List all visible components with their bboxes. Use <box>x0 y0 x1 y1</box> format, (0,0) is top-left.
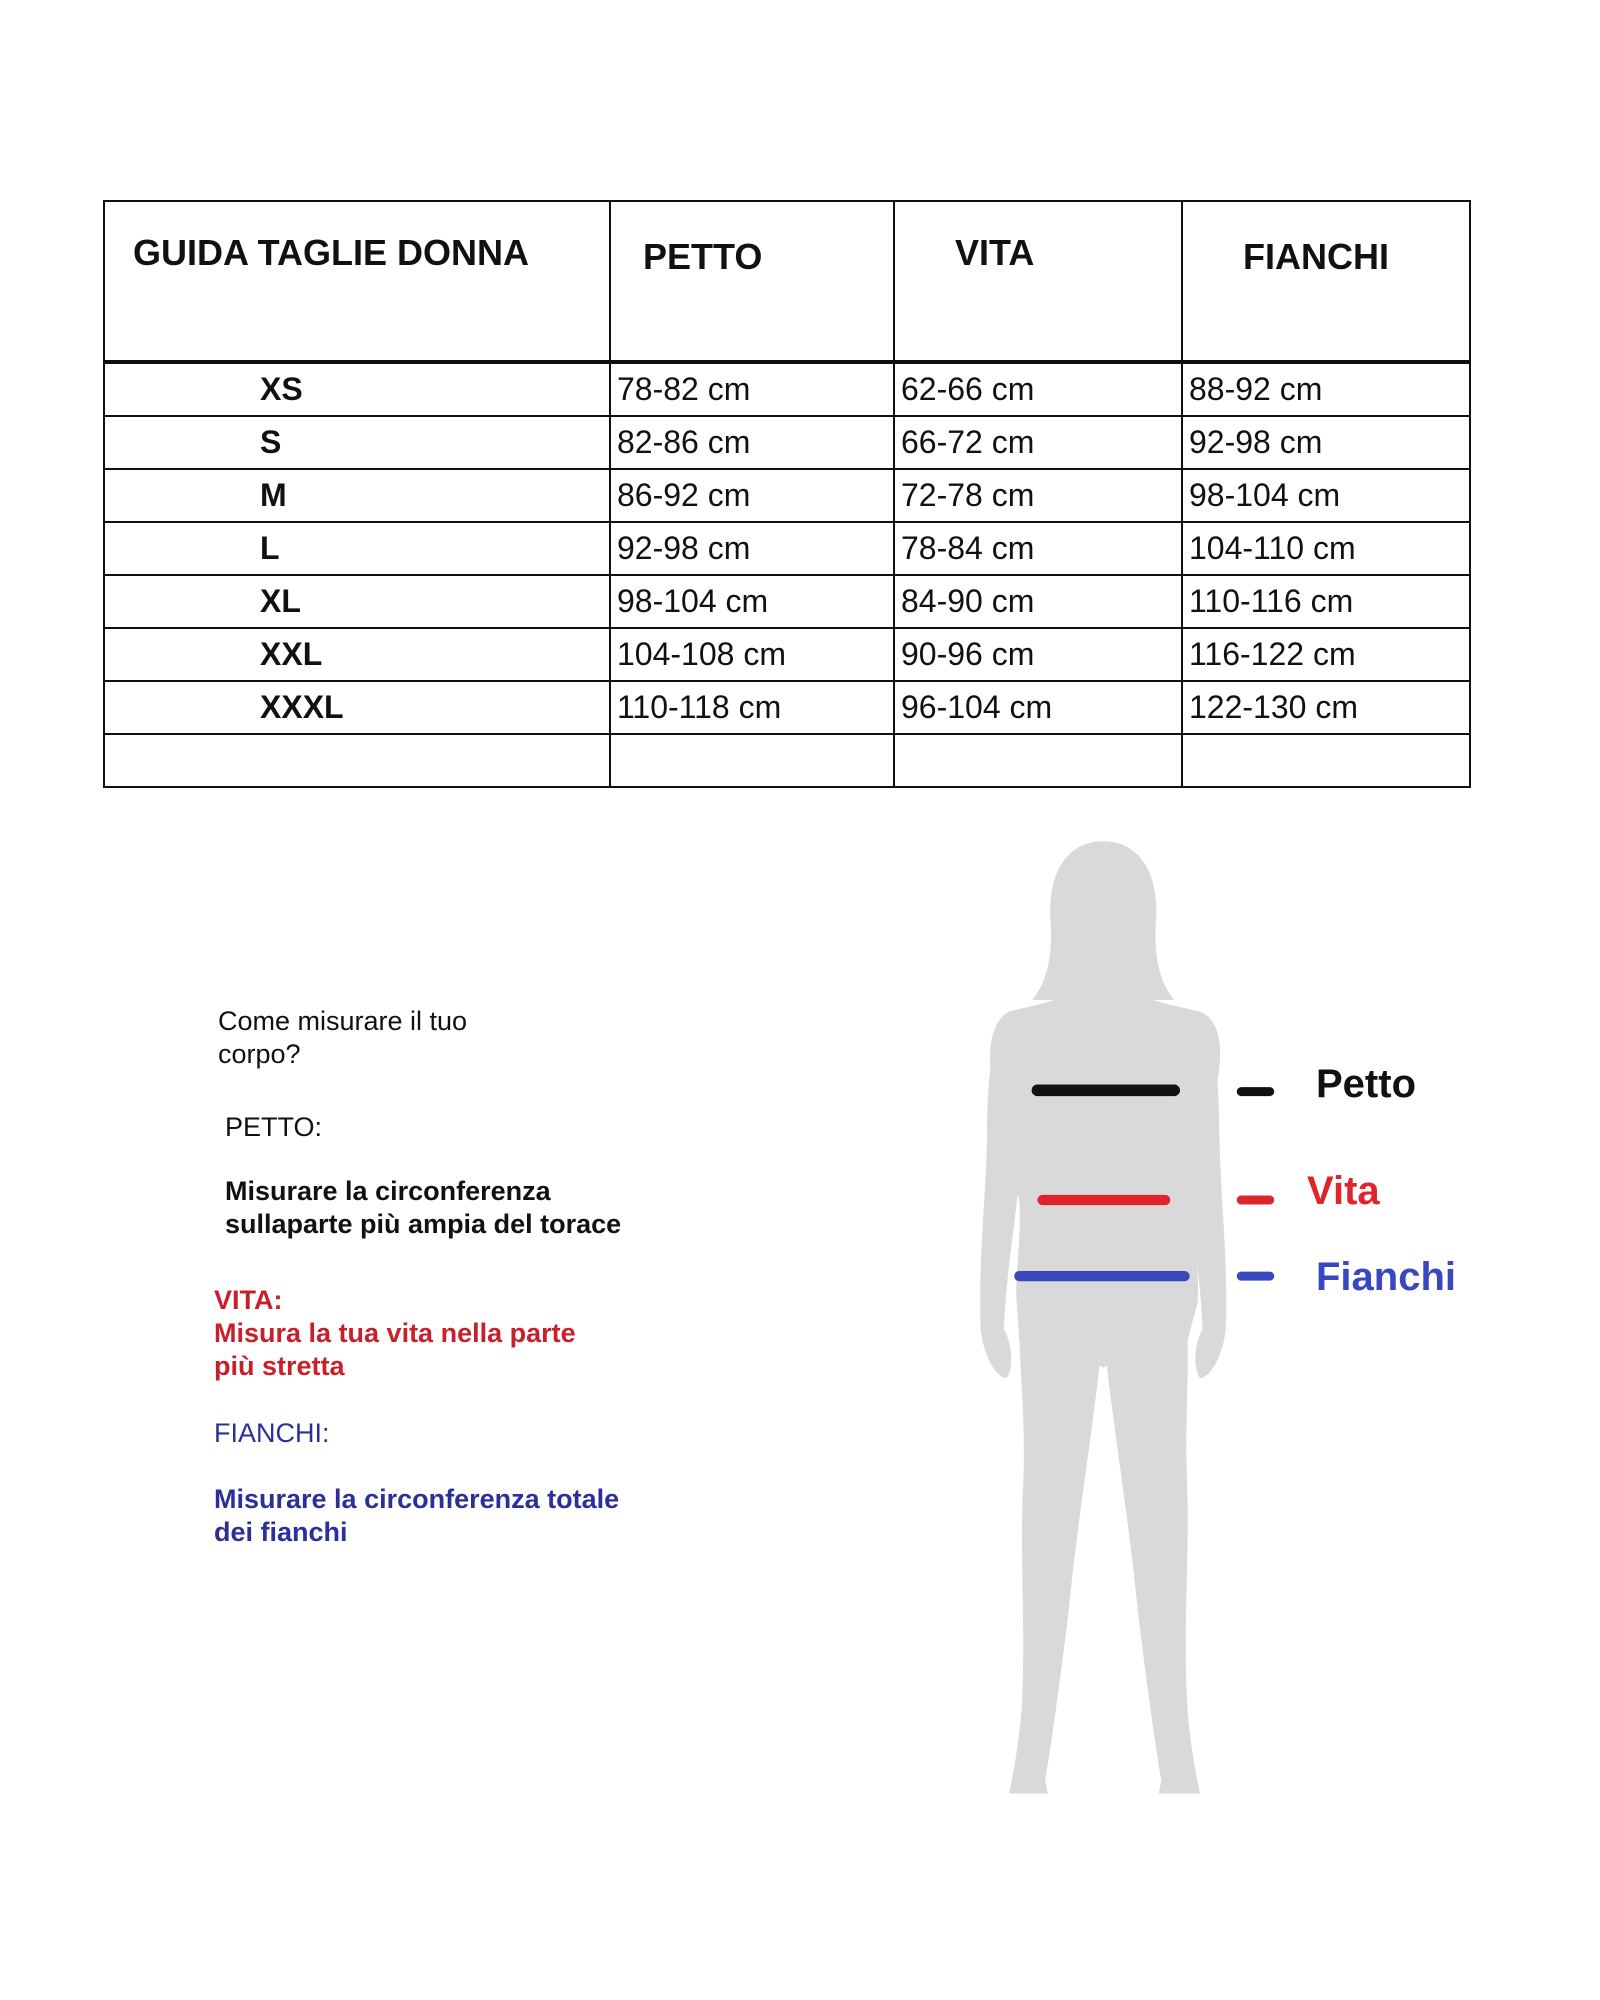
petto-cell: 78-82 cm <box>609 361 895 417</box>
right-arm <box>1167 1014 1227 1379</box>
table-header-row: GUIDA TAGLIE DONNA PETTO VITA FIANCHI <box>103 200 1471 364</box>
legend-fianchi: Fianchi <box>1316 1255 1457 1299</box>
description-line: più stretta <box>214 1351 345 1381</box>
title-line: Come misurare il tuo <box>218 1006 468 1036</box>
header-guide: GUIDA TAGLIE DONNA <box>103 200 611 364</box>
petto-heading: PETTO: <box>225 1112 323 1142</box>
petto-cell: 98-104 cm <box>609 574 895 629</box>
size-cell: XS <box>103 361 611 417</box>
size-table: GUIDA TAGLIE DONNA PETTO VITA FIANCHI XS… <box>103 200 1471 788</box>
fianchi-cell: 122-130 cm <box>1181 680 1471 735</box>
size-cell: XXXL <box>103 680 611 735</box>
description-line: Misura la tua vita nella parte <box>214 1318 576 1348</box>
left-leg <box>1009 1329 1104 1794</box>
legend-vita: Vita <box>1307 1169 1380 1213</box>
table-row: L 92-98 cm 78-84 cm 104-110 cm <box>103 521 1471 576</box>
right-leg <box>1103 1329 1200 1794</box>
vita-cell: 84-90 cm <box>893 574 1183 629</box>
size-cell: L <box>103 521 611 576</box>
fianchi-description: Misurare la circonferenza totale dei fia… <box>214 1483 619 1549</box>
fianchi-cell: 98-104 cm <box>1181 468 1471 523</box>
petto-cell: 104-108 cm <box>609 627 895 682</box>
vita-cell: 72-78 cm <box>893 468 1183 523</box>
title-line: corpo? <box>218 1039 301 1069</box>
legend-petto: Petto <box>1316 1062 1416 1106</box>
vita-cell: 90-96 cm <box>893 627 1183 682</box>
empty-cell <box>103 733 611 788</box>
petto-description: Misurare la circonferenza sullaparte più… <box>225 1175 621 1241</box>
description-line: sullaparte più ampia del torace <box>225 1209 622 1239</box>
description-line: dei fianchi <box>214 1517 348 1547</box>
table-row: S 82-86 cm 66-72 cm 92-98 cm <box>103 415 1471 470</box>
table-row: XS 78-82 cm 62-66 cm 88-92 cm <box>103 361 1471 417</box>
header-fianchi: FIANCHI <box>1181 200 1471 364</box>
vita-cell: 78-84 cm <box>893 521 1183 576</box>
petto-cell: 82-86 cm <box>609 415 895 470</box>
instructions-title: Come misurare il tuo corpo? <box>218 1005 467 1071</box>
vita-cell: 62-66 cm <box>893 361 1183 417</box>
table-row: XL 98-104 cm 84-90 cm 110-116 cm <box>103 574 1471 629</box>
header-vita: VITA <box>893 200 1183 364</box>
fianchi-heading: FIANCHI: <box>214 1418 330 1448</box>
empty-cell <box>609 733 895 788</box>
header-petto: PETTO <box>609 200 895 364</box>
empty-cell <box>893 733 1183 788</box>
vita-section: VITA: Misura la tua vita nella parte più… <box>214 1284 576 1383</box>
petto-cell: 92-98 cm <box>609 521 895 576</box>
size-cell: XL <box>103 574 611 629</box>
description-line: Misurare la circonferenza <box>225 1176 551 1206</box>
vita-cell: 96-104 cm <box>893 680 1183 735</box>
vita-heading: VITA: <box>214 1285 283 1315</box>
petto-cell: 110-118 cm <box>609 680 895 735</box>
petto-cell: 86-92 cm <box>609 468 895 523</box>
fianchi-cell: 104-110 cm <box>1181 521 1471 576</box>
table-row: XXXL 110-118 cm 96-104 cm 122-130 cm <box>103 680 1471 735</box>
empty-table-row <box>103 733 1471 788</box>
fianchi-cell: 88-92 cm <box>1181 361 1471 417</box>
size-cell: S <box>103 415 611 470</box>
left-arm <box>980 1014 1039 1379</box>
fianchi-cell: 92-98 cm <box>1181 415 1471 470</box>
empty-cell <box>1181 733 1471 788</box>
silhouette <box>980 841 1227 1794</box>
description-line: Misurare la circonferenza totale <box>214 1484 620 1514</box>
size-cell: M <box>103 468 611 523</box>
fianchi-cell: 110-116 cm <box>1181 574 1471 629</box>
size-cell: XXL <box>103 627 611 682</box>
hair-head <box>1032 841 1175 1000</box>
fianchi-cell: 116-122 cm <box>1181 627 1471 682</box>
vita-cell: 66-72 cm <box>893 415 1183 470</box>
table-row: XXL 104-108 cm 90-96 cm 116-122 cm <box>103 627 1471 682</box>
table-row: M 86-92 cm 72-78 cm 98-104 cm <box>103 468 1471 523</box>
